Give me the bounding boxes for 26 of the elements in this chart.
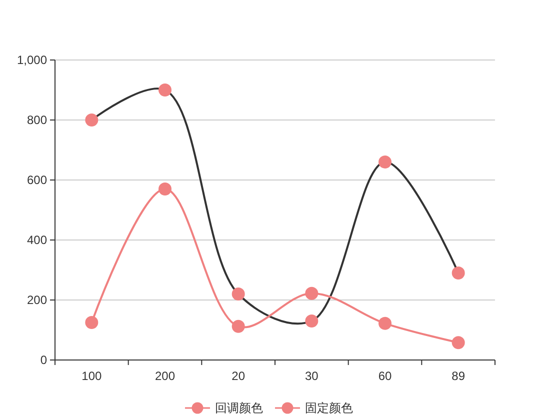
point [452, 336, 465, 350]
point [232, 320, 245, 333]
legend-label: 固定颜色 [305, 401, 353, 416]
point [85, 114, 98, 126]
y-tick-label: 400 [26, 233, 48, 248]
point [232, 288, 245, 300]
y-tick-label: 0 [40, 353, 48, 368]
x-tick-label: 60 [378, 369, 392, 383]
y-tick-label: 800 [26, 113, 48, 128]
x-tick-label: 200 [154, 369, 176, 383]
point [305, 314, 318, 328]
y-tick-label: 200 [26, 293, 48, 308]
x-tick-label: 89 [452, 369, 466, 383]
point [305, 286, 318, 300]
point [85, 316, 98, 329]
point [158, 182, 172, 196]
x-tick-label: 20 [232, 369, 246, 383]
point [378, 156, 392, 168]
point [158, 84, 172, 96]
y-tick-label: 1,000 [16, 53, 48, 68]
point [452, 266, 465, 280]
legend-label: 回调颜色 [215, 401, 263, 416]
x-tick-label: 100 [82, 369, 102, 383]
y-tick-label: 600 [26, 173, 48, 188]
point [378, 316, 392, 330]
x-tick-label: 30 [304, 369, 319, 383]
